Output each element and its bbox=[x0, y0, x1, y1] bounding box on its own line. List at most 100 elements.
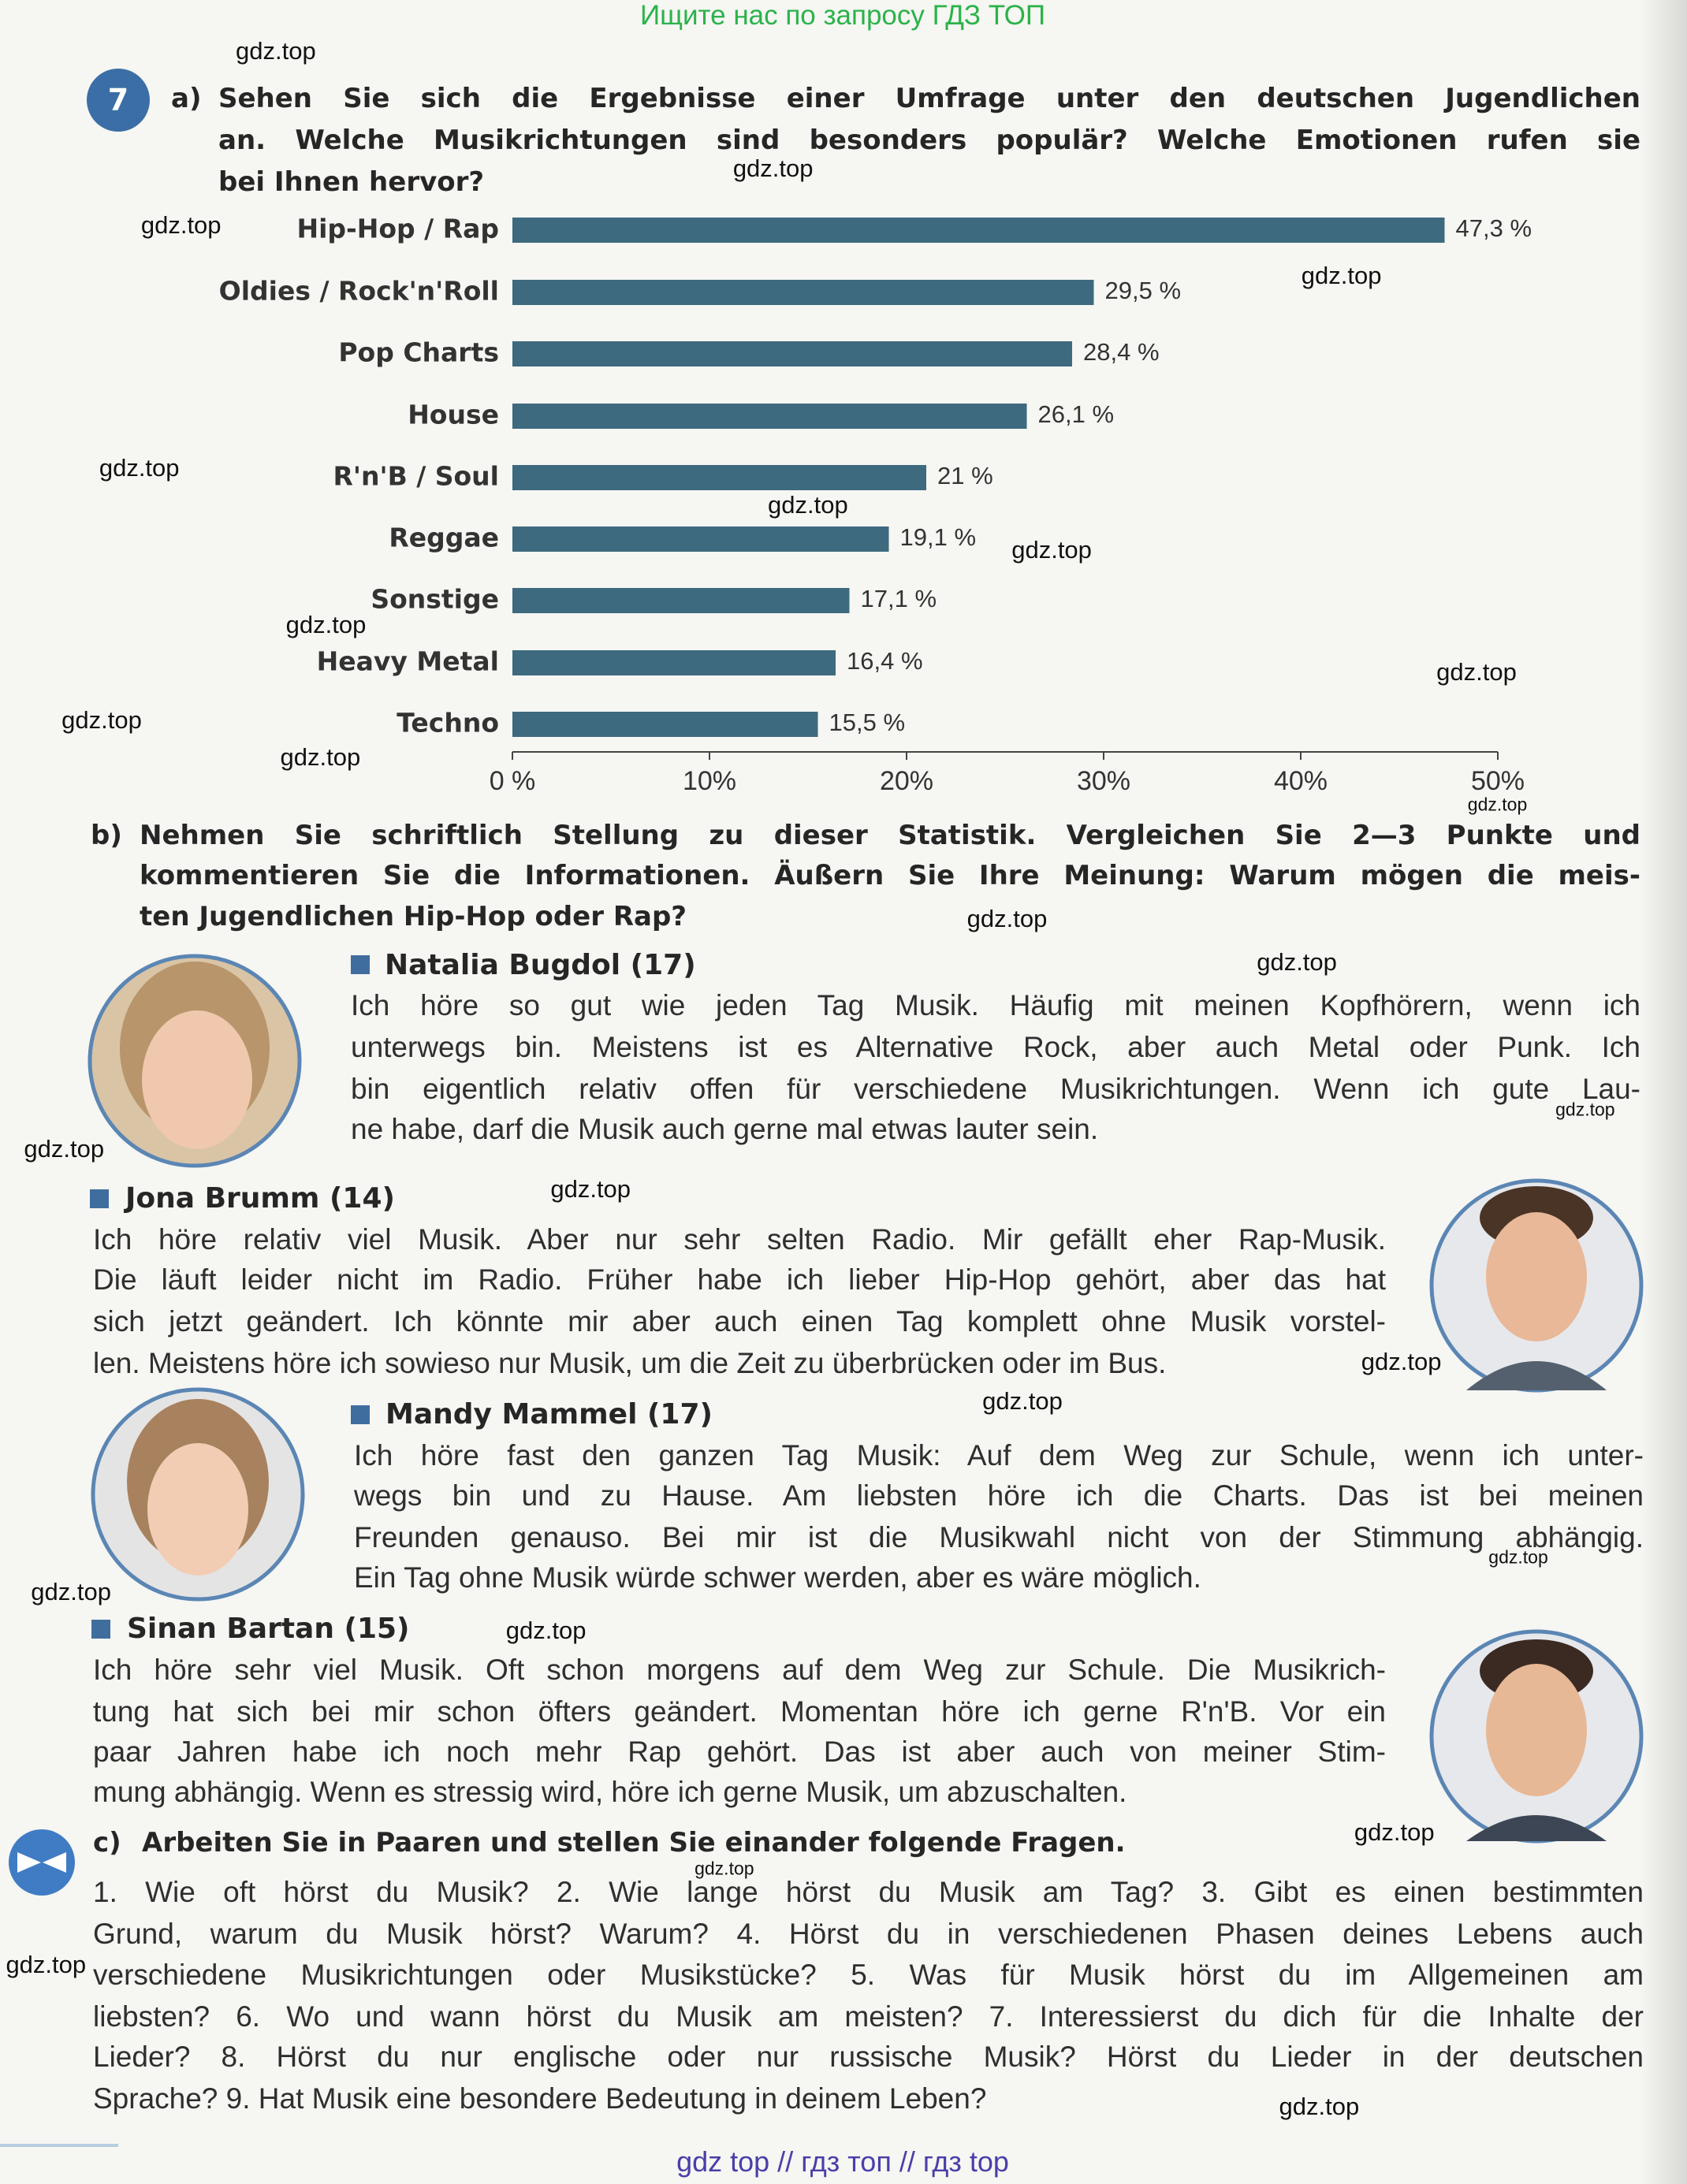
value-label: 47,3 % bbox=[1456, 214, 1532, 242]
pair-work-icon bbox=[9, 1829, 75, 1896]
photo-jona bbox=[1429, 1178, 1644, 1393]
profile-text-line: sich jetzt geändert. Ich könnte mir aber… bbox=[93, 1305, 1386, 1338]
profile-text-line: Ich höre relativ viel Musik. Aber nur se… bbox=[93, 1223, 1386, 1256]
instruction-line: an. Welche Musikrichtungen sind besonder… bbox=[218, 125, 1640, 156]
watermark: gdz.top bbox=[140, 211, 222, 240]
watermark: gdz.top bbox=[1279, 2093, 1360, 2121]
profile-text-line: ne habe, darf die Musik auch gerne mal e… bbox=[351, 1113, 1099, 1145]
value-label: 17,1 % bbox=[861, 585, 937, 612]
part-label: a) bbox=[171, 83, 202, 114]
bar bbox=[512, 404, 1027, 429]
profile-text-line: paar Jahren habe ich noch mehr Rap gehör… bbox=[93, 1736, 1386, 1768]
watermark: gdz.top bbox=[1436, 658, 1517, 686]
watermark: gdz.top bbox=[1555, 1099, 1615, 1120]
x-tick-label: 10% bbox=[683, 766, 736, 796]
value-label: 28,4 % bbox=[1083, 338, 1160, 366]
instruction-line: bei Ihnen hervor? bbox=[218, 166, 485, 198]
photo-natalia bbox=[88, 954, 302, 1168]
category-label: Heavy Metal bbox=[317, 646, 499, 677]
profile-text-line: Ich höre fast den ganzen Tag Musik: Auf … bbox=[354, 1439, 1644, 1472]
watermark: gdz.top bbox=[1257, 947, 1337, 976]
watermark: gdz.top bbox=[966, 905, 1048, 933]
profile-text-line: mung abhängig. Wenn es stressig wird, hö… bbox=[93, 1776, 1127, 1808]
footer-note: gdz top // гдз топ // гдз top bbox=[676, 2145, 1009, 2178]
value-label: 21 % bbox=[937, 462, 993, 489]
category-label: Sonstige bbox=[371, 584, 499, 615]
question-line: Sprache? 9. Hat Musik eine besondere Bed… bbox=[93, 2082, 987, 2115]
question-line: verschiedene Musikrichtungen oder Musiks… bbox=[93, 1959, 1644, 1991]
question-line: Lieder? 8. Hörst du nur englische oder n… bbox=[93, 2041, 1644, 2073]
x-tick-label: 30% bbox=[1077, 766, 1130, 796]
watermark: gdz.top bbox=[550, 1175, 631, 1204]
profile-name: Jona Brumm (14) bbox=[125, 1182, 395, 1215]
watermark: gdz.top bbox=[1488, 1546, 1548, 1567]
bar bbox=[512, 341, 1072, 366]
watermark: gdz.top bbox=[1361, 1348, 1442, 1376]
x-tick-label: 20% bbox=[880, 766, 933, 796]
watermark: gdz.top bbox=[695, 1858, 754, 1879]
category-label: Techno bbox=[397, 708, 499, 739]
watermark: gdz.top bbox=[732, 154, 814, 182]
watermark: gdz.top bbox=[982, 1386, 1063, 1415]
x-tick-label: 50% bbox=[1471, 766, 1525, 796]
exercise-badge bbox=[87, 69, 150, 132]
bar bbox=[512, 712, 818, 737]
x-tick-label: 40% bbox=[1274, 766, 1328, 796]
photo-sinan bbox=[1429, 1629, 1644, 1844]
profile-text-line: tung hat sich bei mir schon öfters geänd… bbox=[93, 1695, 1386, 1728]
value-label: 29,5 % bbox=[1105, 277, 1182, 304]
bar bbox=[512, 280, 1094, 305]
category-label: Oldies / Rock'n'Roll bbox=[219, 276, 499, 307]
exercise-number: 7 bbox=[108, 83, 128, 117]
watermark: gdz.top bbox=[24, 1134, 105, 1163]
watermark: gdz.top bbox=[31, 1577, 111, 1605]
instruction-line: ten Jugendlichen Hip-Hop oder Rap? bbox=[140, 901, 687, 932]
photo-mandy bbox=[91, 1387, 305, 1602]
question-line: 1. Wie oft hörst du Musik? 2. Wie lange … bbox=[93, 1876, 1644, 1908]
watermark: gdz.top bbox=[768, 491, 848, 519]
watermark: gdz.top bbox=[1301, 261, 1382, 289]
watermark: gdz.top bbox=[6, 1951, 87, 1979]
part-title: Arbeiten Sie in Paaren und stellen Sie e… bbox=[142, 1827, 1126, 1858]
watermark: gdz.top bbox=[61, 705, 142, 734]
value-label: 15,5 % bbox=[829, 709, 906, 736]
profile-text-line: Ich höre sehr viel Musik. Oft schon morg… bbox=[93, 1654, 1386, 1686]
instruction-line: Sehen Sie sich die Ergebnisse einer Umfr… bbox=[218, 83, 1640, 114]
question-line: Grund, warum du Musik hörst? Warum? 4. H… bbox=[93, 1918, 1644, 1950]
profile-text-line: len. Meistens höre ich sowieso nur Musik… bbox=[93, 1347, 1167, 1379]
category-label: Reggae bbox=[389, 523, 499, 553]
bar bbox=[512, 526, 889, 552]
profile-name: Sinan Bartan (15) bbox=[127, 1613, 410, 1645]
question-line: liebsten? 6. Wo und wann hörst du Musik … bbox=[93, 2000, 1644, 2033]
bar bbox=[512, 465, 926, 490]
watermark: gdz.top bbox=[236, 37, 316, 65]
x-tick-label: 0 % bbox=[490, 766, 536, 796]
category-label: Hip-Hop / Rap bbox=[297, 214, 500, 244]
profile-text-line: wegs bin und zu Hause. Am liebsten höre … bbox=[354, 1479, 1644, 1512]
watermark: gdz.top bbox=[505, 1617, 587, 1645]
part-label: b) bbox=[91, 820, 122, 851]
profile-name: Mandy Mammel (17) bbox=[385, 1398, 713, 1431]
watermark: gdz.top bbox=[1467, 794, 1528, 815]
value-label: 16,4 % bbox=[847, 647, 923, 675]
profile-text-line: Die läuft leider nicht im Radio. Früher … bbox=[93, 1263, 1386, 1296]
watermark: gdz.top bbox=[1011, 535, 1092, 564]
profile-name: Natalia Bugdol (17) bbox=[385, 949, 696, 981]
instruction-line: kommentieren Sie die Informationen. Äuße… bbox=[140, 860, 1640, 891]
profile-text-line: Ich höre so gut wie jeden Tag Musik. Häu… bbox=[351, 989, 1640, 1021]
profile-marker bbox=[351, 1405, 370, 1424]
category-label: House bbox=[408, 400, 499, 430]
bar bbox=[512, 588, 850, 613]
watermark: gdz.top bbox=[285, 611, 367, 639]
profile-marker bbox=[90, 1189, 109, 1208]
part-label: c) bbox=[93, 1827, 121, 1858]
category-label: R'n'B / Soul bbox=[333, 461, 499, 492]
instruction-line: Nehmen Sie schriftlich Stellung zu diese… bbox=[140, 820, 1640, 851]
value-label: 26,1 % bbox=[1038, 400, 1115, 428]
watermark: gdz.top bbox=[1354, 1818, 1435, 1847]
profile-text-line: Freunden genauso. Bei mir ist die Musikw… bbox=[354, 1521, 1644, 1553]
page-shade bbox=[1640, 0, 1687, 2184]
profile-text-line: bin eigentlich relativ offen für verschi… bbox=[351, 1073, 1640, 1105]
